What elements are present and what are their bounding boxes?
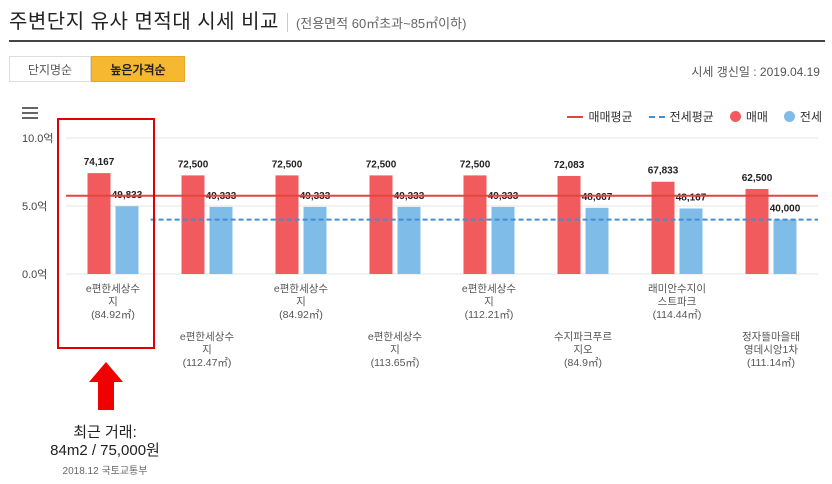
category-name-label: 스트파크: [658, 296, 697, 308]
category-name-label: 래미안수지이: [648, 283, 706, 295]
y-tick-label: 5.0억: [22, 200, 47, 213]
legend-sale-label: 매매: [745, 110, 768, 124]
sale-bar: [745, 189, 769, 274]
legend-jeonse-dot-icon: [783, 111, 795, 122]
y-tick-label: 10.0억: [22, 132, 54, 145]
tab-sort-price[interactable]: 높은가격순: [91, 56, 185, 82]
update-date-text: 시세 갱신일 : 2019.04.19: [691, 65, 820, 79]
annotation-source: 2018.12 국토교통부: [62, 466, 148, 477]
category-area-label: (84.92㎡): [91, 309, 135, 321]
sale-bar: [463, 175, 487, 274]
legend-sale-average-label: 매매평균: [588, 110, 633, 124]
legend-jeonse[interactable]: 전세: [783, 108, 822, 125]
category-area-label: (84.9㎡): [564, 357, 602, 369]
legend-jeonse-label: 전세: [799, 110, 822, 124]
legend-solid-line-icon: [567, 115, 584, 118]
sale-bar: [557, 175, 581, 274]
category-name-label: e편한세상수: [180, 330, 234, 343]
category-name-label: 지: [296, 296, 306, 308]
category-name-label: 정자뜰마을태: [742, 331, 800, 343]
jeonse-bar: [397, 206, 421, 274]
tab-sort-name[interactable]: 단지명순: [9, 56, 91, 82]
sale-bar: [181, 175, 205, 274]
sale-bar: [275, 175, 299, 274]
up-arrow-icon: [89, 362, 123, 410]
category-name-label: 영데시앙1차: [744, 344, 798, 356]
jeonse-value-label: 48,167: [676, 192, 707, 203]
category-area-label: (112.21㎡): [465, 309, 514, 321]
legend-jeonse-average-label: 전세평균: [669, 110, 714, 124]
page-subtitle: (전용면적 60㎡초과~85㎡이하): [286, 13, 466, 32]
jeonse-bar: [679, 208, 703, 274]
header: 주변단지 유사 면적대 시세 비교 (전용면적 60㎡초과~85㎡이하): [9, 5, 466, 33]
legend-sale[interactable]: 매매: [729, 108, 768, 125]
category-name-label: e편한세상수: [86, 282, 140, 295]
sale-bar: [651, 181, 675, 274]
sale-value-label: 72,083: [554, 160, 585, 171]
recent-trade-annotation: 최근 거래: 84m2 / 75,000원 2018.12 국토교통부: [40, 424, 170, 477]
sale-value-label: 67,833: [648, 166, 679, 177]
legend-sale-dot-icon: [729, 111, 741, 122]
jeonse-bar: [209, 206, 233, 274]
category-area-label: (113.65㎡): [371, 357, 420, 369]
jeonse-value-label: 40,000: [770, 204, 801, 215]
category-name-label: 지: [484, 296, 494, 308]
category-area-label: (84.92㎡): [279, 309, 323, 321]
jeonse-bar: [115, 206, 139, 274]
category-name-label: 지: [108, 296, 118, 308]
jeonse-bar: [303, 206, 327, 274]
category-name-label: 지오: [573, 344, 593, 356]
sale-value-label: 72,500: [272, 159, 303, 170]
legend-jeonse-average[interactable]: 전세평균: [648, 108, 714, 125]
y-tick-label: 0.0억: [22, 268, 47, 281]
legend-dashed-line-icon: [648, 115, 665, 118]
sale-value-label: 72,500: [178, 159, 209, 170]
legend-sale-average[interactable]: 매매평균: [567, 108, 633, 125]
sale-value-label: 72,500: [366, 159, 397, 170]
category-name-label: e편한세상수: [368, 330, 422, 343]
category-name-label: 지: [390, 344, 400, 356]
highlight-box: [57, 118, 155, 349]
chart-legend: 매매평균 전세평균 매매 전세: [551, 108, 822, 125]
sale-value-label: 62,500: [742, 173, 773, 184]
sale-bar: [369, 175, 393, 274]
jeonse-value-label: 48,667: [582, 192, 613, 203]
category-name-label: 지: [202, 344, 212, 356]
category-name-label: 수지파크푸르: [554, 331, 612, 343]
category-area-label: (112.47㎡): [183, 357, 232, 369]
sale-value-label: 72,500: [460, 159, 491, 170]
chart-menu-icon[interactable]: [22, 107, 38, 120]
category-name-label: e편한세상수: [462, 282, 516, 295]
sale-value-label: 74,167: [84, 157, 115, 168]
jeonse-bar: [773, 219, 797, 274]
category-name-label: e편한세상수: [274, 282, 328, 295]
annotation-line1: 최근 거래:: [73, 424, 137, 441]
jeonse-bar: [585, 207, 609, 274]
jeonse-bar: [491, 206, 515, 274]
sort-tabs: 단지명순 높은가격순: [9, 56, 185, 82]
sale-bar: [87, 173, 111, 274]
update-date: 시세 갱신일 : 2019.04.19: [691, 63, 820, 80]
category-area-label: (111.14㎡): [747, 357, 795, 369]
header-divider: [9, 40, 825, 42]
annotation-line2: 84m2 / 75,000원: [50, 442, 160, 459]
category-area-label: (114.44㎡): [653, 309, 702, 321]
page-title: 주변단지 유사 면적대 시세 비교: [9, 11, 279, 33]
